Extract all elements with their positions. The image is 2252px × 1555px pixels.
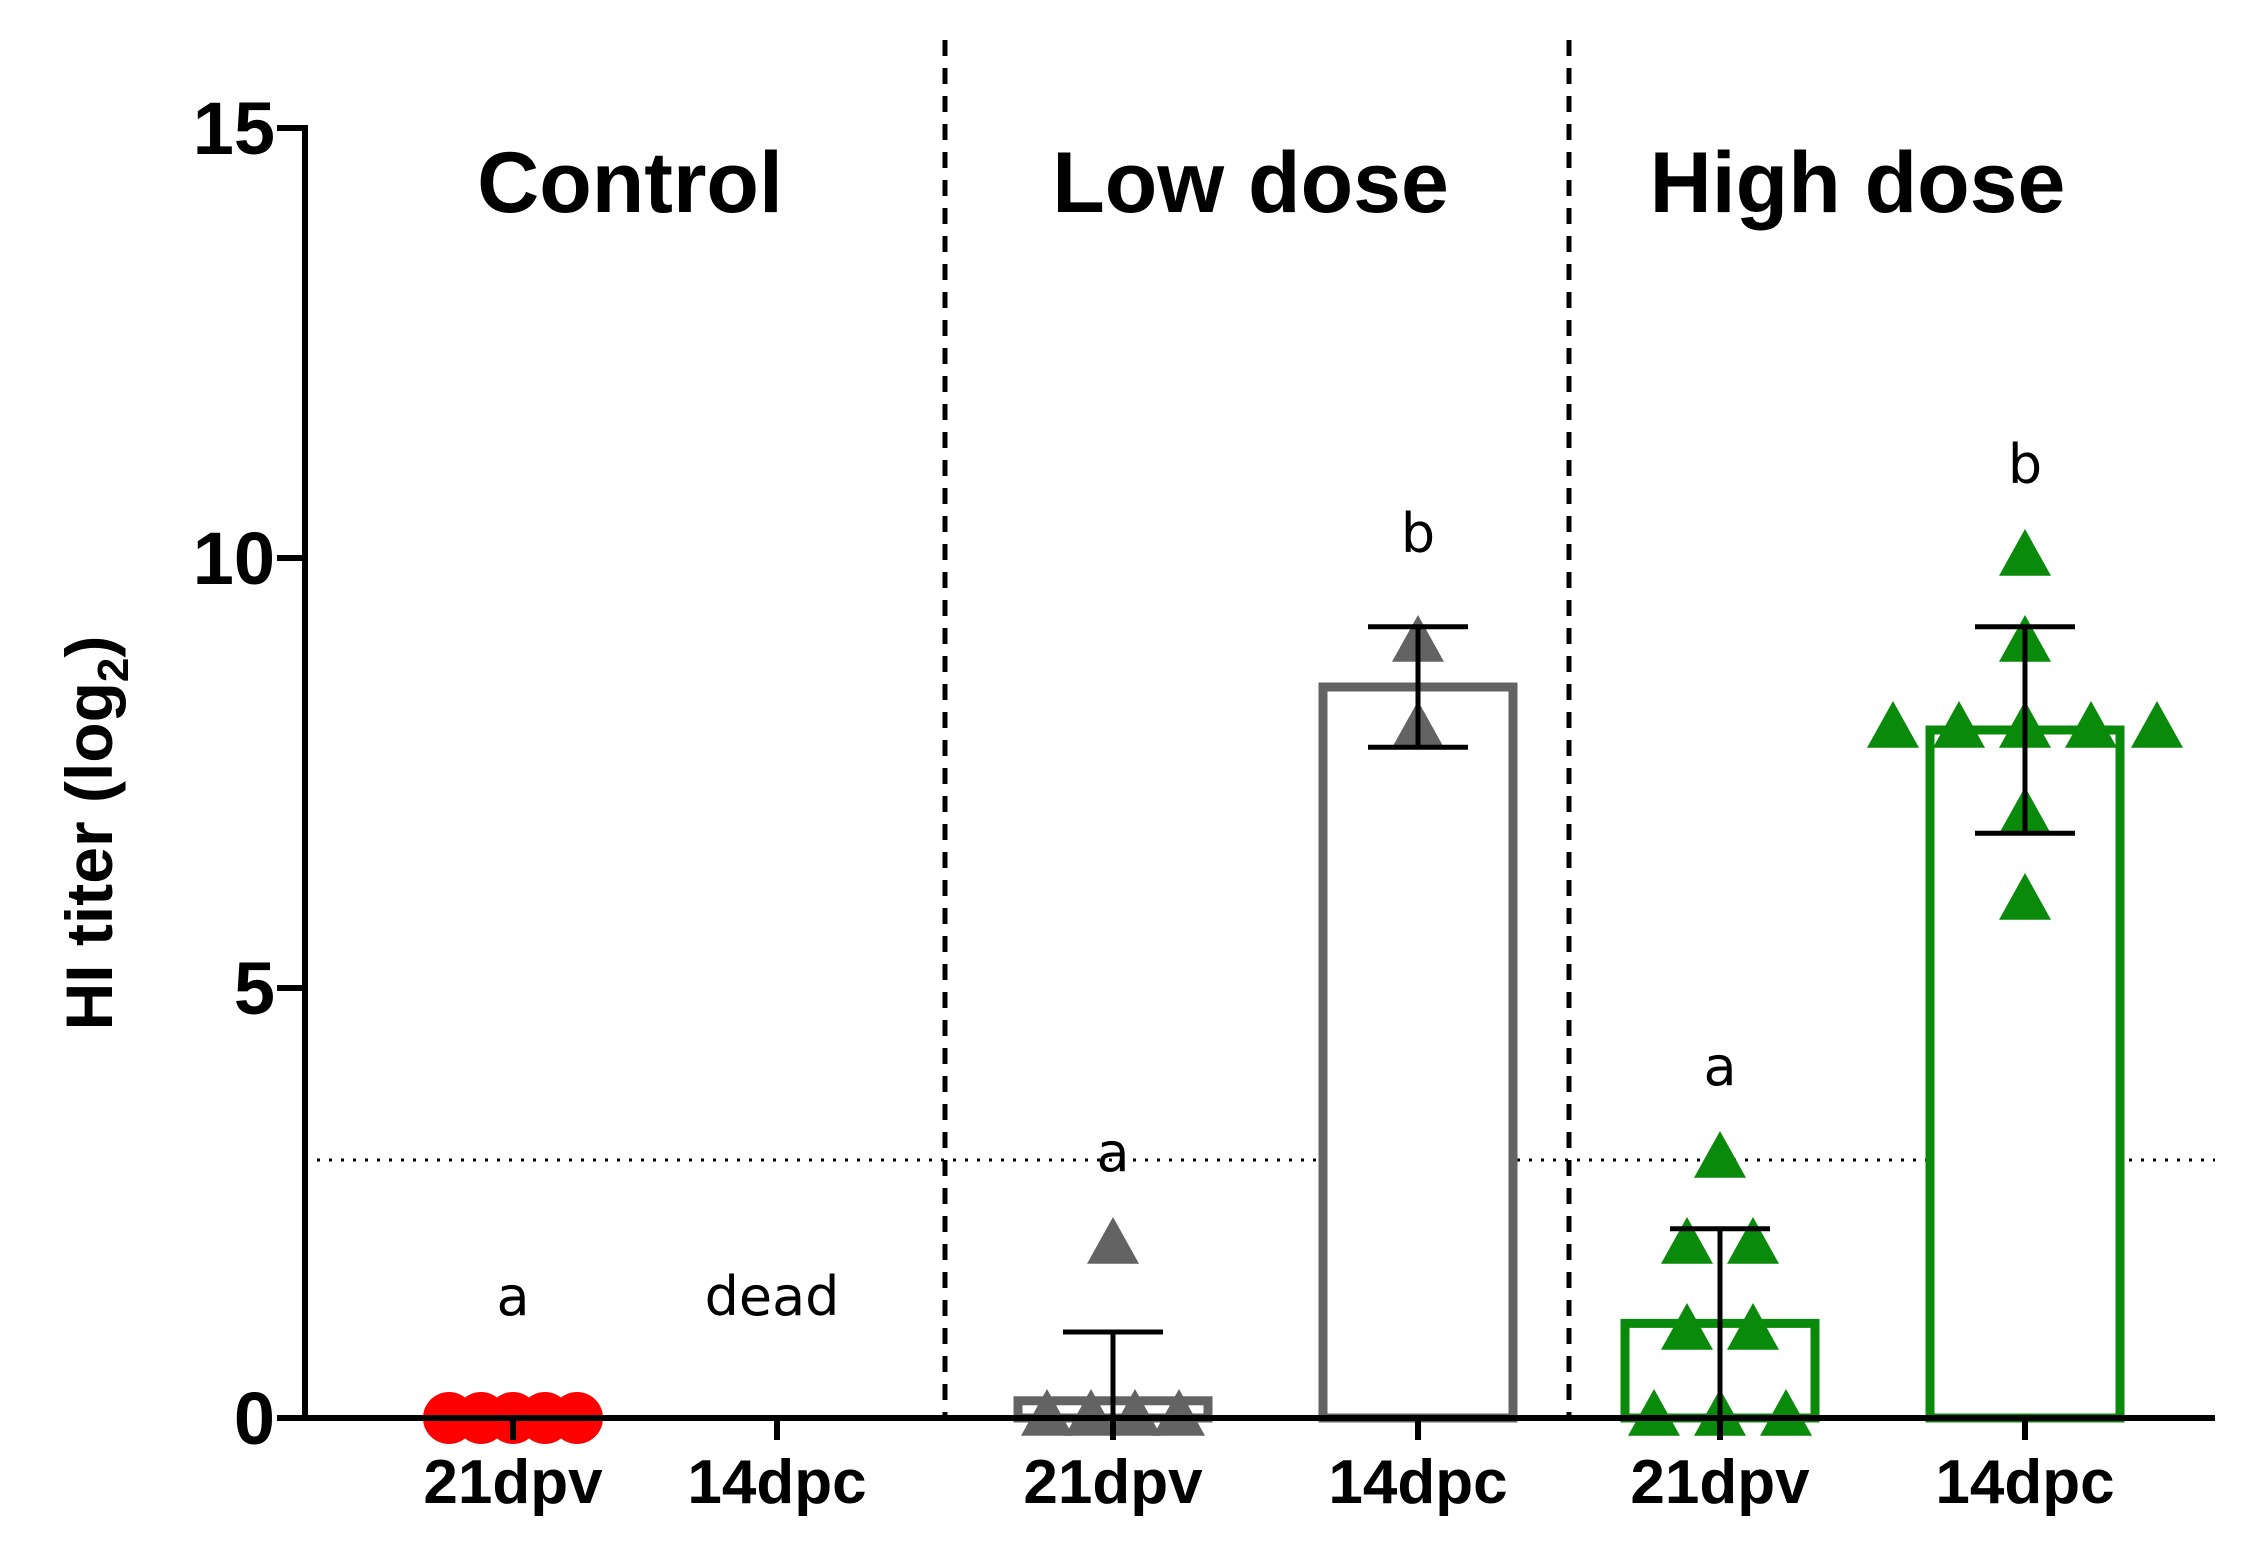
group-label: High dose: [1650, 135, 2066, 231]
data-point: [1999, 872, 2051, 920]
significance-label: b: [2008, 433, 2042, 496]
x-tick-label: 14dpc: [1328, 1448, 1507, 1517]
bar: [1925, 725, 2125, 1423]
data-point: [1999, 528, 2051, 576]
data-point: [2065, 700, 2117, 748]
x-tick-label: 21dpv: [423, 1448, 603, 1517]
data-point: [1727, 1216, 1779, 1264]
data-point: [1661, 1216, 1713, 1264]
x-tick-label: 21dpv: [1630, 1448, 1810, 1517]
group-label: Low dose: [1052, 135, 1449, 231]
y-tick-label: 5: [234, 947, 275, 1030]
y-axis-title-close: ): [52, 636, 126, 658]
y-tick-label: 0: [234, 1377, 275, 1460]
x-tick-label: 14dpc: [687, 1448, 866, 1517]
data-point: [1021, 1388, 1073, 1436]
error-bars: [1063, 624, 2075, 1418]
data-point: [1087, 1216, 1139, 1264]
significance-label: b: [1401, 502, 1435, 565]
y-axis-title-main: HI titer (log: [52, 682, 126, 1030]
reference-lines: [305, 40, 2215, 1418]
significance-label: a: [1703, 1035, 1736, 1098]
y-tick-label: 10: [193, 517, 275, 600]
data-point: [1153, 1388, 1205, 1436]
data-point: [1628, 1388, 1680, 1436]
data-point: [1661, 1302, 1713, 1350]
data-point: [1727, 1302, 1779, 1350]
data-point: [1694, 1130, 1746, 1178]
significance-label: a: [496, 1265, 529, 1328]
data-points: [423, 528, 2183, 1444]
y-tick-label: 15: [193, 87, 275, 170]
x-tick-label: 14dpc: [1935, 1448, 2114, 1517]
data-point: [1760, 1388, 1812, 1436]
labels: a dead a b a b Control Low dose High dose: [477, 135, 2065, 1328]
x-tick-label: 21dpv: [1023, 1448, 1203, 1517]
significance-label: dead: [705, 1265, 840, 1328]
significance-label: a: [1096, 1121, 1129, 1184]
data-point: [1109, 1388, 1161, 1436]
bar: [1318, 682, 1518, 1423]
y-axis-title-subscript: 2: [89, 658, 138, 682]
data-point: [2131, 700, 2183, 748]
data-point: [1933, 700, 1985, 748]
group-label: Control: [477, 135, 783, 231]
data-point: [1065, 1388, 1117, 1436]
y-axis-title: HI titer (log2): [52, 636, 138, 1031]
data-point: [1867, 700, 1919, 748]
axes: 0 5 10 15 21dpv 14dpc 21dpv 14dpc 21dpv 14dpc HI t…: [52, 87, 2215, 1517]
